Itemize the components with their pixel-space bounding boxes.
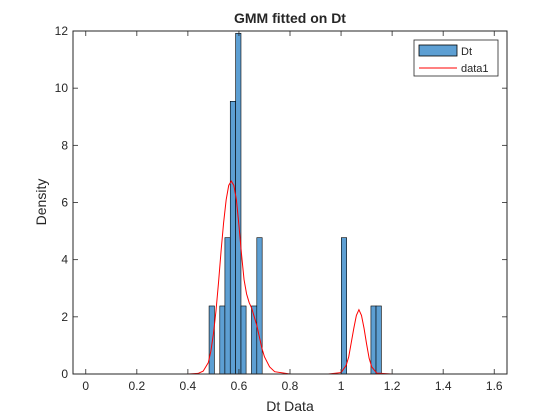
legend-swatch-dt: [418, 44, 458, 57]
histogram-bar-11: [370, 305, 377, 375]
y-tick-label-6: 12: [55, 24, 69, 38]
axes-background: [73, 31, 507, 374]
y-tick-label-5: 10: [55, 81, 69, 95]
histogram-bar-9: [256, 237, 263, 375]
histogram-bar-10: [341, 237, 347, 375]
y-tick-label-2: 4: [61, 253, 68, 267]
x-tick-label-0: 0: [82, 379, 89, 393]
x-tick-label-6: 1.2: [384, 379, 401, 393]
x-tick-label-5: 1: [338, 379, 345, 393]
histogram-bar-2: [219, 305, 226, 375]
x-tick-label-2: 0.4: [180, 379, 197, 393]
y-tick-label-4: 8: [61, 138, 68, 152]
legend: Dt data1: [413, 39, 499, 77]
histogram-bar-0: [208, 305, 215, 375]
y-tick-label-0: 0: [61, 367, 68, 381]
x-tick-label-8: 1.6: [486, 379, 503, 393]
y-tick-label-3: 6: [61, 196, 68, 210]
x-tick-label-7: 1.4: [435, 379, 452, 393]
x-tick-label-4: 0.8: [282, 379, 299, 393]
x-axis-ticks: 0 0.2 0.4 0.6 0.8 1 1.2 1.4 1.6: [82, 31, 503, 393]
histogram-bar-4: [229, 101, 236, 375]
y-axis-ticks: 0 2 4 6 8 10 12: [55, 24, 507, 381]
chart-title: GMM fitted on Dt: [234, 10, 346, 26]
histogram-bar-3: [224, 237, 231, 375]
legend-label-data1: data1: [461, 63, 489, 75]
histogram-bar-6: [240, 305, 247, 375]
histogram-bar-12: [375, 305, 382, 375]
x-tick-label-1: 0.2: [128, 379, 145, 393]
plot-area: 0 0.2 0.4 0.6 0.8 1 1.2 1.4 1.6 0 2 4 6 8 10 12: [55, 24, 508, 393]
series-line-data1: [85, 180, 495, 375]
x-axis-label: Dt Data: [266, 398, 314, 414]
legend-label-dt: Dt: [461, 46, 472, 58]
y-axis-label: Density: [33, 179, 49, 226]
y-tick-label-1: 2: [61, 310, 68, 324]
x-tick-label-3: 0.6: [231, 379, 248, 393]
